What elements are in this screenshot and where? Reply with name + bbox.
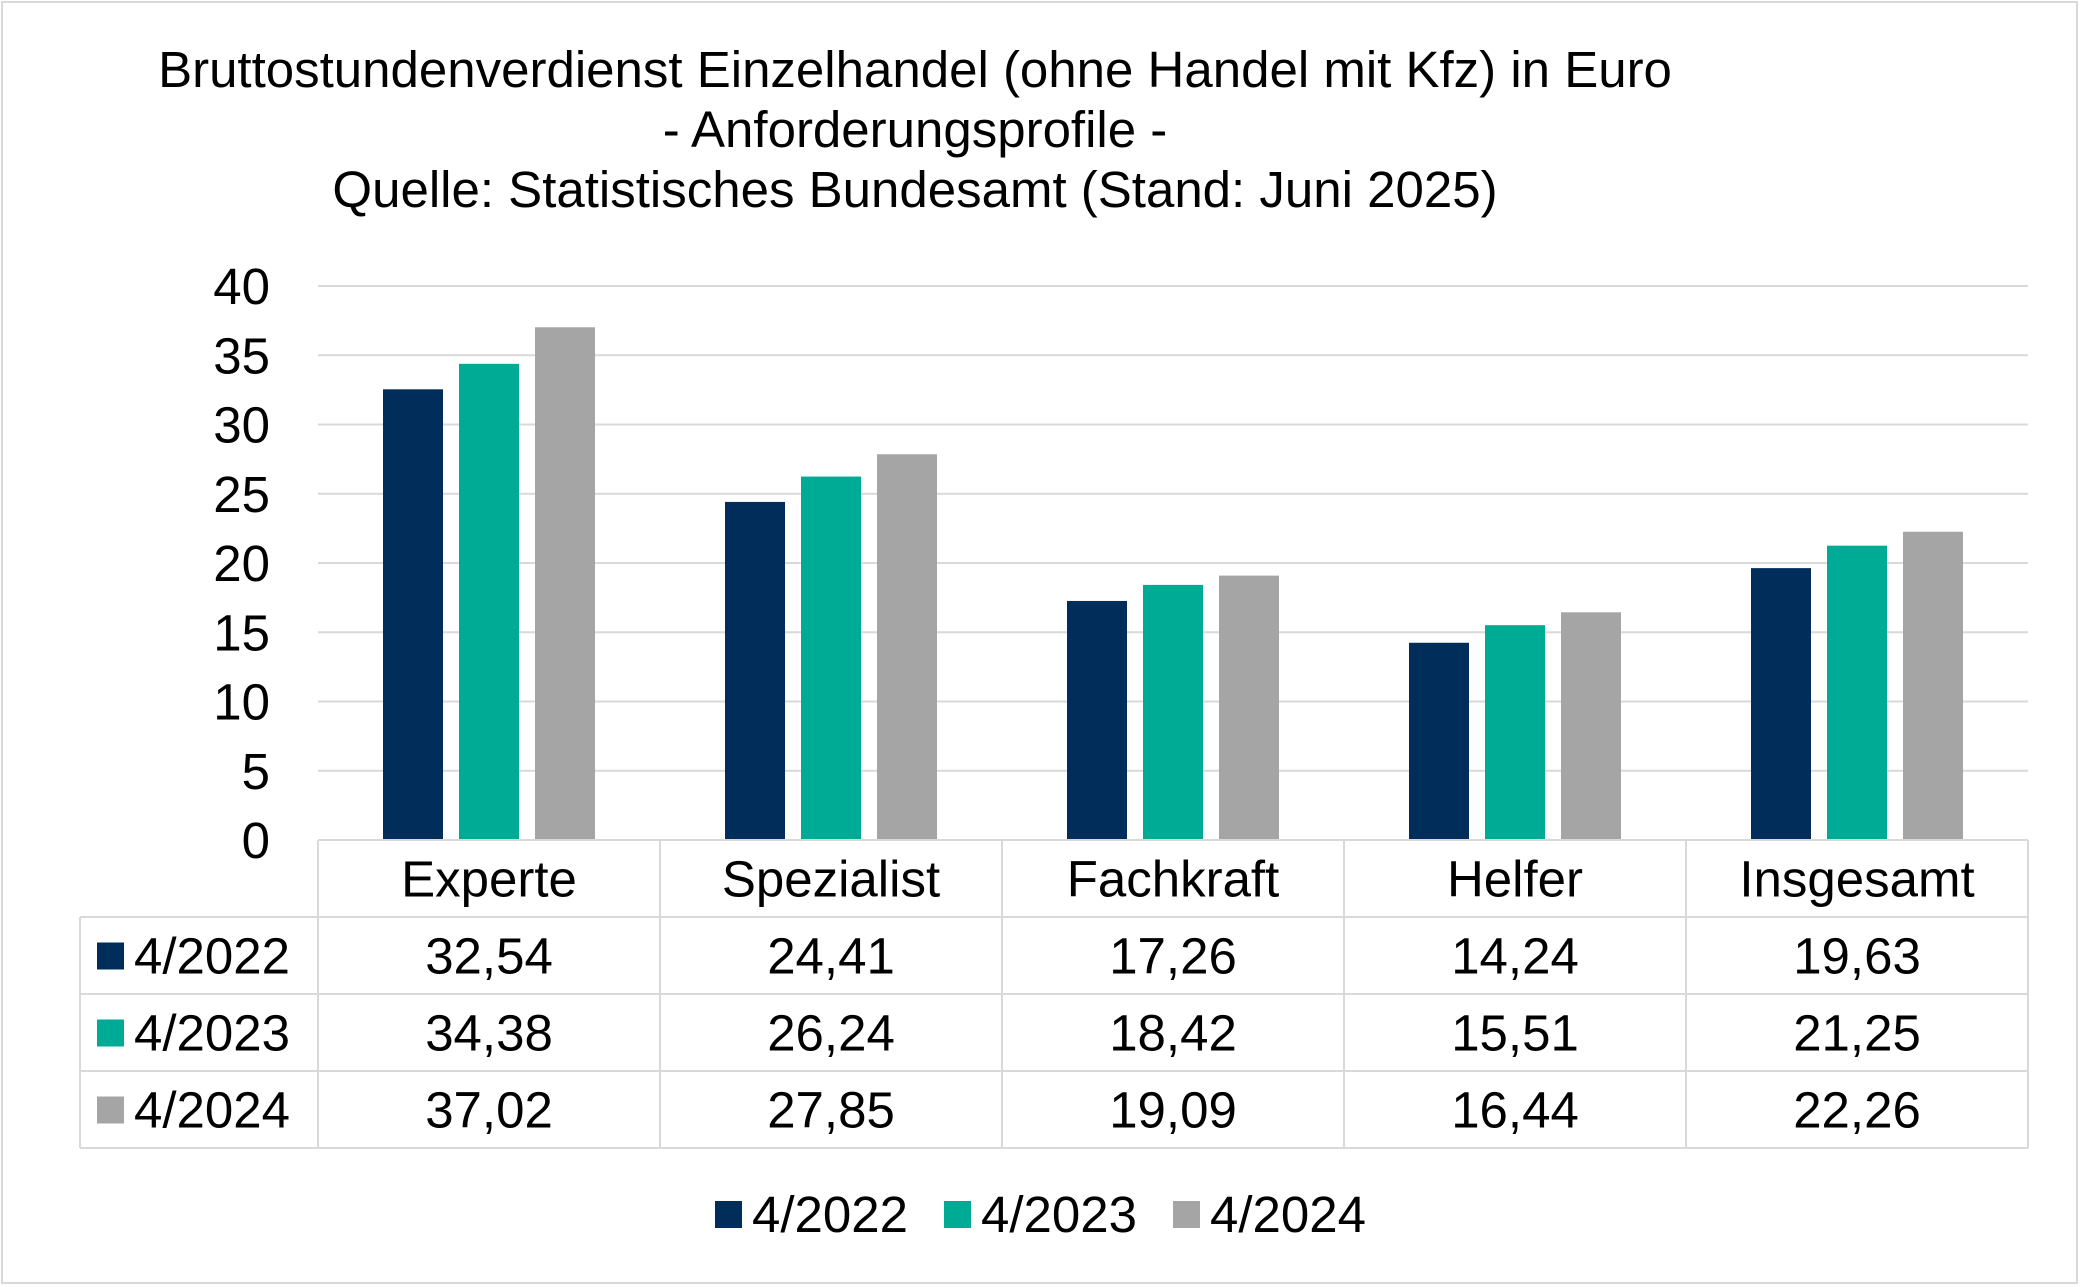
table-swatch-4-2024 [97,1096,124,1124]
bar-spezialist-4-2022 [725,501,785,840]
category-label-experte: Experte [401,851,577,908]
category-label-fachkraft: Fachkraft [1067,851,1280,908]
table-value-fachkraft-4-2024: 19,09 [1109,1082,1237,1139]
table-series-label-4-2023: 4/2023 [134,1005,290,1062]
table-value-spezialist-4-2024: 27,85 [767,1082,895,1139]
y-tick-label-20: 20 [213,535,270,592]
chart-title: Bruttostundenverdienst Einzelhandel (ohn… [0,40,1830,220]
category-label-insgesamt: Insgesamt [1739,851,1974,908]
bar-insgesamt-4-2022 [1751,568,1811,840]
y-tick-label-0: 0 [242,812,270,869]
bar-experte-4-2024 [535,327,595,840]
table-value-helfer-4-2024: 16,44 [1451,1082,1579,1139]
bar-helfer-4-2022 [1409,642,1469,840]
table-value-spezialist-4-2023: 26,24 [767,1005,895,1062]
table-value-spezialist-4-2022: 24,41 [767,928,895,985]
y-tick-label-30: 30 [213,397,270,454]
table-series-label-4-2024: 4/2024 [134,1082,290,1139]
table-value-helfer-4-2022: 14,24 [1451,928,1579,985]
y-tick-label-35: 35 [213,327,270,384]
chart-title-line-3: Quelle: Statistisches Bundesamt (Stand: … [332,161,1498,218]
legend-item-2022: 4/2022 [715,1185,908,1244]
bar-helfer-4-2023 [1485,625,1545,840]
y-tick-label-5: 5 [242,743,270,800]
legend-item-2023: 4/2023 [944,1185,1137,1244]
table-value-experte-4-2024: 37,02 [425,1082,553,1139]
legend-swatch-2024 [1173,1201,1200,1228]
legend-swatch-2023 [944,1201,971,1228]
y-tick-label-15: 15 [213,604,270,661]
bar-fachkraft-4-2023 [1143,584,1203,840]
bar-experte-4-2023 [459,363,519,840]
table-value-insgesamt-4-2023: 21,25 [1793,1005,1921,1062]
table-swatch-4-2023 [97,1019,124,1047]
bar-fachkraft-4-2022 [1067,600,1127,840]
table-value-fachkraft-4-2023: 18,42 [1109,1005,1237,1062]
legend-label-2023: 4/2023 [981,1186,1137,1243]
legend-label-2024: 4/2024 [1210,1186,1366,1243]
bar-insgesamt-4-2023 [1827,545,1887,840]
table-swatch-4-2022 [97,942,124,970]
table-value-experte-4-2022: 32,54 [425,928,553,985]
y-tick-label-10: 10 [213,674,270,731]
category-label-helfer: Helfer [1447,851,1583,908]
legend-swatch-2022 [715,1201,742,1228]
bar-experte-4-2022 [383,389,443,840]
table-value-helfer-4-2023: 15,51 [1451,1005,1579,1062]
bar-spezialist-4-2023 [801,476,861,840]
y-tick-label-40: 40 [213,258,270,315]
table-value-experte-4-2023: 34,38 [425,1005,553,1062]
table-series-label-4-2022: 4/2022 [134,928,290,985]
bar-helfer-4-2024 [1561,612,1621,840]
category-label-spezialist: Spezialist [722,851,940,908]
legend-item-2024: 4/2024 [1173,1185,1366,1244]
table-value-insgesamt-4-2024: 22,26 [1793,1082,1921,1139]
bar-insgesamt-4-2024 [1903,531,1963,840]
bar-spezialist-4-2024 [877,454,937,840]
chart-title-line-1: Bruttostundenverdienst Einzelhandel (ohn… [158,41,1672,98]
table-value-insgesamt-4-2022: 19,63 [1793,928,1921,985]
table-value-fachkraft-4-2022: 17,26 [1109,928,1237,985]
legend: 4/2022 4/2023 4/2024 [0,1185,2081,1244]
bar-fachkraft-4-2024 [1219,575,1279,840]
legend-label-2022: 4/2022 [752,1186,908,1243]
y-tick-label-25: 25 [213,466,270,523]
chart-title-line-2: - Anforderungsprofile - [662,101,1168,158]
